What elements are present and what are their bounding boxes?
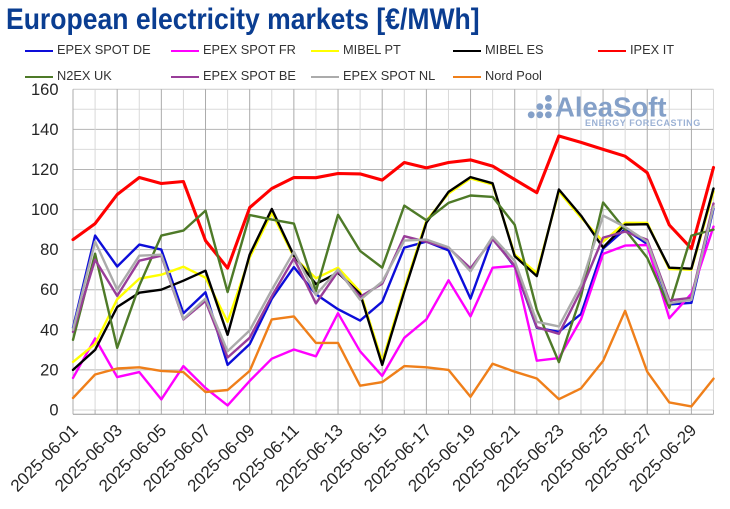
svg-text:0: 0 [49, 402, 58, 420]
svg-text:140: 140 [31, 121, 59, 139]
svg-text:AleaSoft: AleaSoft [555, 92, 667, 123]
svg-text:160: 160 [31, 81, 59, 99]
svg-text:100: 100 [31, 201, 59, 219]
svg-text:ENERGY FORECASTING: ENERGY FORECASTING [585, 118, 701, 128]
svg-text:60: 60 [40, 281, 58, 299]
svg-text:40: 40 [40, 321, 58, 339]
svg-text:80: 80 [40, 241, 58, 259]
svg-text:20: 20 [40, 361, 58, 379]
svg-text:120: 120 [31, 161, 59, 179]
